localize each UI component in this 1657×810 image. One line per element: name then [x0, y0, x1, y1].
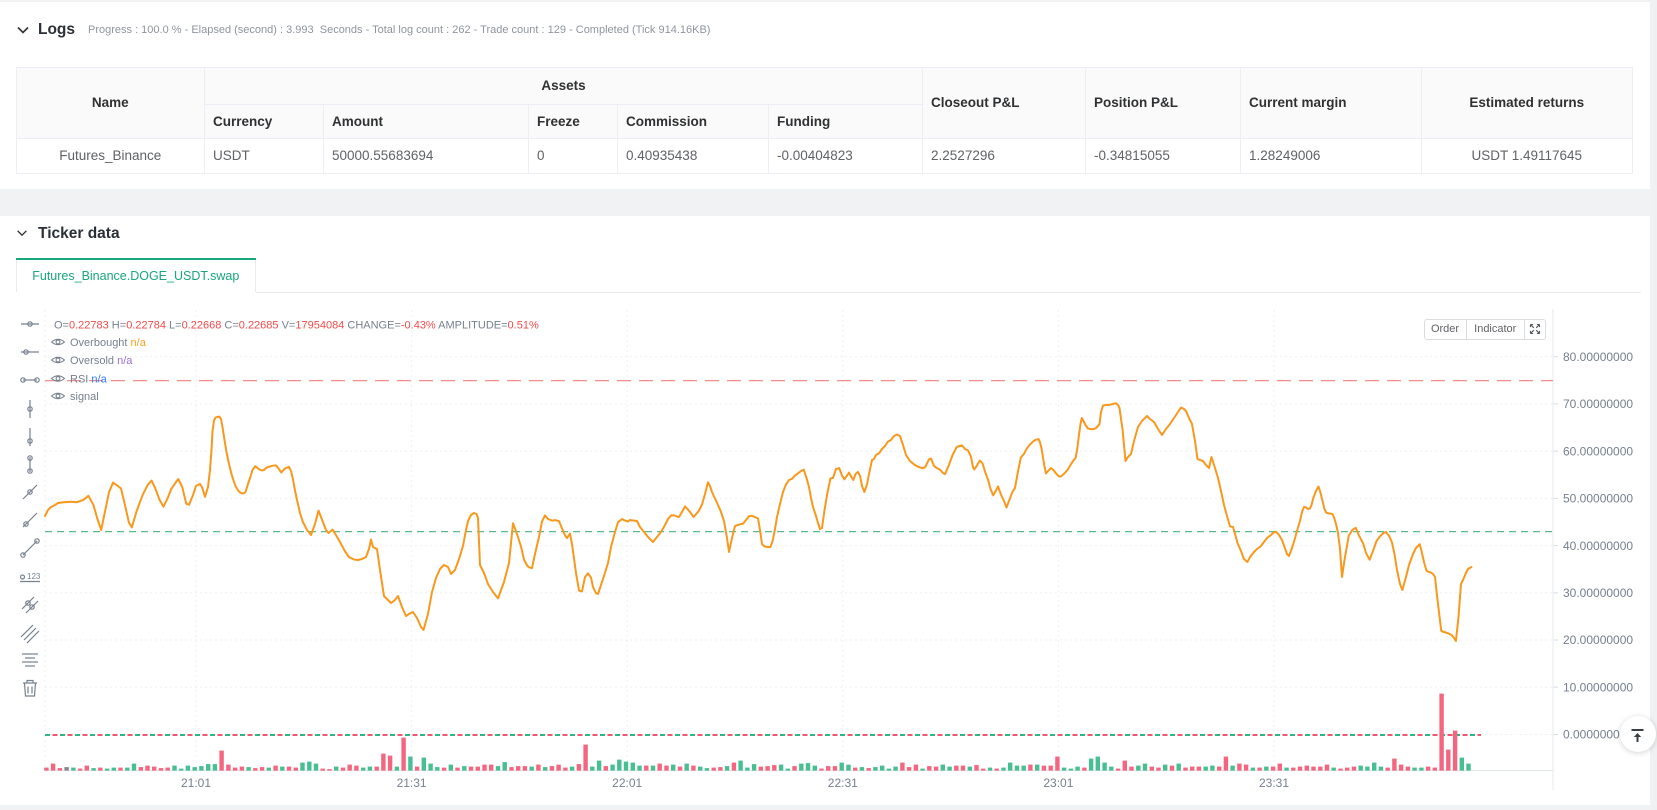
svg-text:22:31: 22:31: [828, 776, 858, 790]
svg-text:Oversold n/a: Oversold n/a: [70, 355, 133, 367]
svg-text:40.00000000: 40.00000000: [1563, 539, 1633, 553]
svg-text:60.00000000: 60.00000000: [1563, 444, 1633, 458]
svg-text:0.00000000: 0.00000000: [1563, 728, 1627, 742]
svg-text:20.00000000: 20.00000000: [1563, 633, 1633, 647]
svg-text:50.00000000: 50.00000000: [1563, 492, 1633, 506]
svg-text:23:01: 23:01: [1043, 776, 1073, 790]
svg-text:80.00000000: 80.00000000: [1563, 350, 1633, 364]
svg-text:signal: signal: [70, 391, 99, 403]
svg-text:21:31: 21:31: [397, 776, 427, 790]
svg-text:RSI n/a: RSI n/a: [70, 374, 108, 386]
svg-text:70.00000000: 70.00000000: [1563, 397, 1633, 411]
svg-text:30.00000000: 30.00000000: [1563, 586, 1633, 600]
svg-text:Overbought n/a: Overbought n/a: [70, 337, 147, 349]
svg-text:22:01: 22:01: [612, 776, 642, 790]
svg-text:123: 123: [27, 572, 41, 581]
svg-text:10.00000000: 10.00000000: [1563, 680, 1633, 694]
svg-text:O=0.22783 H=0.22784 L=0.22668: O=0.22783 H=0.22784 L=0.22668 C=0.22685 …: [54, 320, 539, 332]
svg-text:23:31: 23:31: [1259, 776, 1289, 790]
svg-text:21:01: 21:01: [181, 776, 211, 790]
